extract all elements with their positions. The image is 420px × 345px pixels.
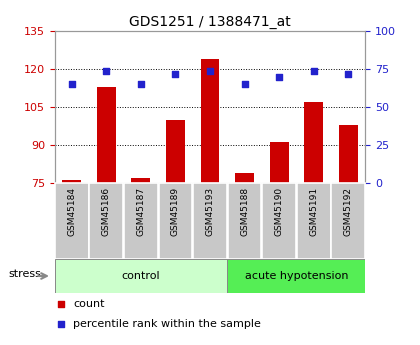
Bar <box>339 125 357 183</box>
Text: GSM45193: GSM45193 <box>205 187 215 236</box>
Point <box>68 81 75 87</box>
Point <box>172 71 179 76</box>
Bar <box>227 259 365 293</box>
Bar <box>55 259 227 293</box>
Text: percentile rank within the sample: percentile rank within the sample <box>73 319 261 329</box>
Text: GSM45189: GSM45189 <box>171 187 180 236</box>
Point <box>103 68 110 73</box>
Text: count: count <box>73 299 105 308</box>
Bar <box>63 180 81 183</box>
Text: stress: stress <box>8 269 41 279</box>
Bar <box>235 173 254 183</box>
Point <box>138 81 144 87</box>
Bar <box>262 183 296 259</box>
Text: GSM45191: GSM45191 <box>309 187 318 236</box>
Text: acute hypotension: acute hypotension <box>244 271 348 281</box>
Bar <box>166 120 185 183</box>
Bar <box>124 183 158 259</box>
Text: GSM45184: GSM45184 <box>67 187 76 236</box>
Point <box>345 71 352 76</box>
Point <box>207 68 213 73</box>
Text: GSM45190: GSM45190 <box>275 187 284 236</box>
Bar <box>131 178 150 183</box>
Point <box>241 81 248 87</box>
Bar <box>228 183 262 259</box>
Bar <box>158 183 192 259</box>
Bar <box>89 183 123 259</box>
Text: GSM45192: GSM45192 <box>344 187 353 236</box>
Text: GSM45187: GSM45187 <box>136 187 145 236</box>
Bar <box>55 183 89 259</box>
Title: GDS1251 / 1388471_at: GDS1251 / 1388471_at <box>129 14 291 29</box>
Bar <box>304 102 323 183</box>
Text: GSM45188: GSM45188 <box>240 187 249 236</box>
Point <box>276 74 282 79</box>
Bar <box>270 142 289 183</box>
Bar <box>331 183 365 259</box>
Text: control: control <box>122 271 160 281</box>
Point <box>58 322 64 327</box>
Point <box>58 301 64 306</box>
Bar <box>200 59 220 183</box>
Bar <box>97 87 116 183</box>
Bar <box>297 183 331 259</box>
Bar <box>193 183 227 259</box>
Point <box>310 68 317 73</box>
Text: GSM45186: GSM45186 <box>102 187 111 236</box>
